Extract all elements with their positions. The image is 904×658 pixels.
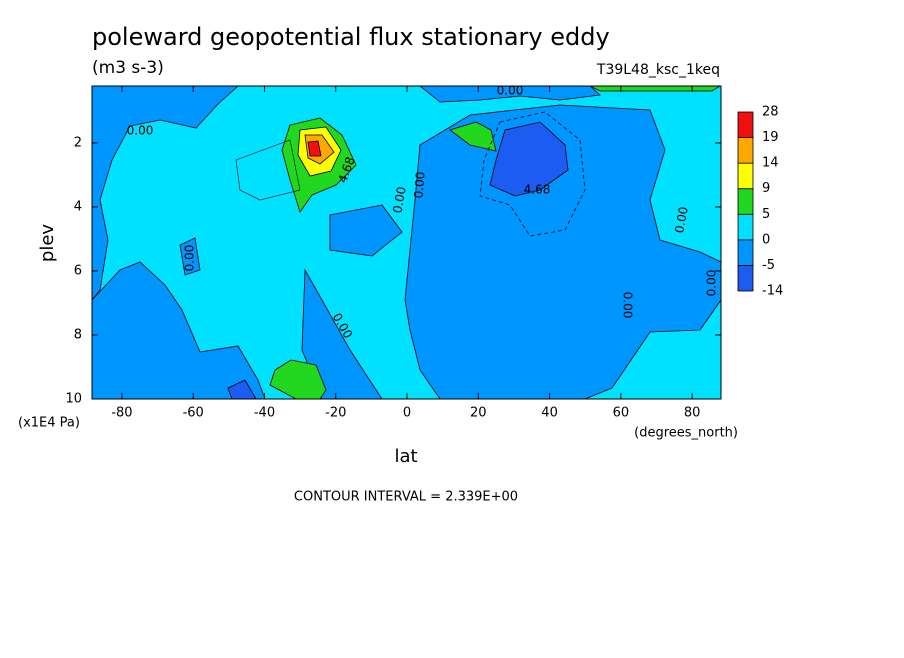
colorbar-label: 28 [762, 105, 779, 120]
y-axis-label: plev [37, 224, 58, 263]
fill-region [269, 359, 327, 400]
colorbar-label: 19 [762, 130, 779, 145]
x-tick-label: -40 [254, 406, 275, 421]
y-tick-label: 2 [74, 135, 82, 150]
colorbar-swatch [737, 137, 754, 164]
colorbar-label: 5 [762, 207, 770, 222]
x-units: (degrees_north) [634, 426, 738, 441]
x-tick-label: 40 [541, 406, 558, 421]
x-tick-label: -60 [183, 406, 204, 421]
fill-region [418, 85, 601, 103]
fill-region [329, 204, 403, 257]
contour-label: 0.00 [672, 206, 690, 235]
colorbar-swatch [737, 213, 754, 241]
colorbar-label: 0 [762, 232, 770, 247]
y-units: (x1E4 Pa) [18, 416, 80, 431]
chart-subtitle: (m3 s-3) [92, 58, 164, 78]
contour-line [479, 111, 586, 237]
colorbar-swatch [737, 162, 754, 190]
y-tick-label: 10 [65, 392, 82, 407]
contour-field [91, 85, 722, 400]
colorbar-swatch [737, 265, 754, 292]
contour-label: 0.00 [183, 245, 197, 272]
contour-line [235, 139, 301, 201]
x-tick-label: 20 [470, 406, 487, 421]
x-tick-label: 60 [613, 406, 630, 421]
dataset-label: T39L48_ksc_1keq [596, 62, 720, 78]
x-tick-label: -20 [325, 406, 346, 421]
contour-label: 0.00 [411, 171, 427, 199]
colorbar-swatch [737, 188, 754, 215]
fill-region [489, 121, 569, 197]
contour-label: 0.00 [390, 186, 408, 215]
plot-frame [91, 85, 722, 400]
fill-region [179, 237, 201, 276]
x-tick-label: 0 [403, 406, 411, 421]
colorbar-label: 9 [762, 181, 770, 196]
x-tick-label: 80 [684, 406, 701, 421]
colorbar-label: -5 [762, 258, 775, 273]
chart-title: poleward geopotential flux stationary ed… [92, 23, 610, 51]
colorbar-label: -14 [762, 284, 783, 299]
contour-label: 0.00 [621, 292, 635, 319]
colorbar-label: 14 [762, 156, 779, 171]
colorbar-swatch [737, 111, 754, 138]
colorbar-swatch [737, 239, 754, 266]
x-tick-label: -80 [111, 406, 132, 421]
fill-region [307, 140, 322, 157]
contour-label: 0.00 [705, 270, 719, 297]
y-tick-label: 8 [74, 327, 82, 342]
fill-region [589, 85, 722, 92]
contour-label: 4.68 [524, 183, 551, 197]
y-tick-label: 4 [74, 199, 82, 214]
fill-region [91, 85, 240, 302]
fill-region [404, 104, 722, 400]
contour-label: 0.00 [497, 84, 524, 98]
fill-region [449, 121, 497, 152]
contour-label: 0.00 [127, 124, 154, 138]
y-tick-label: 6 [74, 263, 82, 278]
footer: CONTOUR INTERVAL = 2.339E+00 [294, 490, 518, 505]
x-axis-label: lat [394, 446, 417, 467]
